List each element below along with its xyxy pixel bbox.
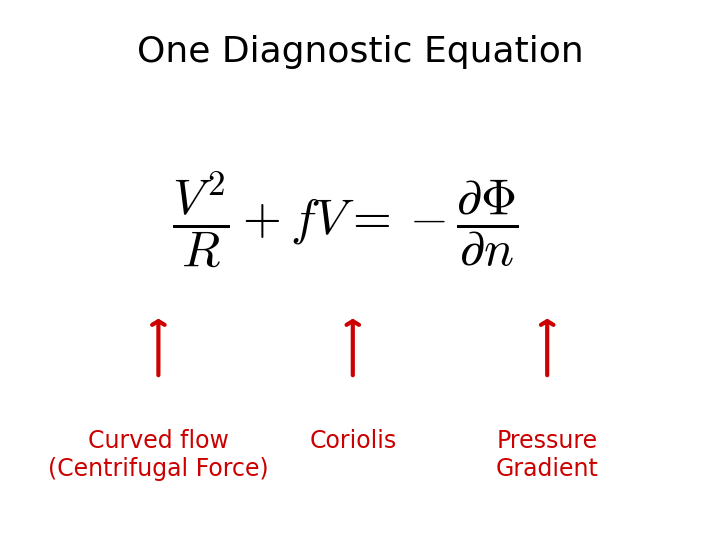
Text: Curved flow
(Centrifugal Force): Curved flow (Centrifugal Force) [48,429,269,481]
Text: $\dfrac{V^2}{R} + fV = -\dfrac{\partial \Phi}{\partial n}$: $\dfrac{V^2}{R} + fV = -\dfrac{\partial … [172,169,519,268]
Text: Coriolis: Coriolis [309,429,397,453]
Text: One Diagnostic Equation: One Diagnostic Equation [137,35,583,69]
Text: Pressure
Gradient: Pressure Gradient [496,429,598,481]
